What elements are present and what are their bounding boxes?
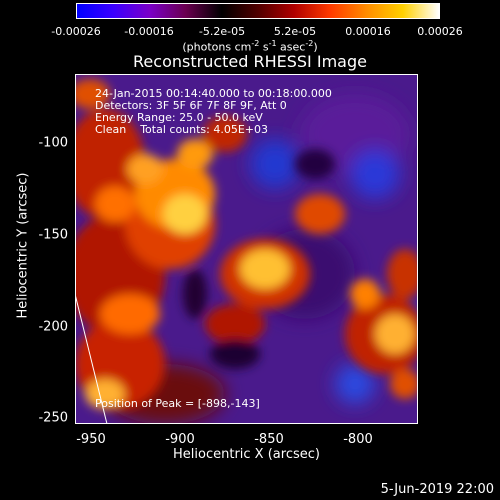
y-tick-label: -250 [38,410,68,426]
energy-range-label: Energy Range: 25.0 - 50.0 keV [95,111,263,124]
colorbar-units: (photons cm-2 s-1 asec-2) [182,39,318,54]
image-title: Reconstructed RHESSI Image [133,52,367,71]
footer-date: 5-Jun-2019 22:00 [380,482,494,497]
peak-position-label: Position of Peak = [-898,-143] [95,397,260,410]
colorbar-tick: 0.00026 [417,25,463,38]
colorbar [76,3,440,19]
time-range-label: 24-Jan-2015 00:14:40.000 to 00:18:00.000 [95,87,332,100]
clean-counts-label: Clean Total counts: 4.05E+03 [95,123,269,136]
colorbar-tick: -0.00026 [51,25,101,38]
emission-sources [75,79,418,409]
y-tick-label: -200 [38,319,68,335]
x-axis-label: Heliocentric X (arcsec) [173,447,320,462]
x-tick-label: -850 [254,432,284,447]
detectors-label: Detectors: 3F 5F 6F 7F 8F 9F, Att 0 [95,99,287,112]
colorbar-tick: -0.00016 [124,25,174,38]
y-axis-label: Heliocentric Y (arcsec) [15,172,31,319]
y-tick-label: -150 [38,227,68,243]
rhessi-image [75,74,418,424]
plot-frame [75,74,418,424]
x-tick-label: -800 [343,432,373,447]
x-tick-label: -900 [165,432,195,447]
colorbar-tick: 5.2e-05 [273,25,317,38]
limb-line [75,293,108,424]
x-tick-label: -950 [76,432,106,447]
colorbar-tick: 0.00016 [345,25,391,38]
colorbar-tick: -5.2e-05 [198,25,246,38]
y-tick-label: -100 [38,135,68,151]
